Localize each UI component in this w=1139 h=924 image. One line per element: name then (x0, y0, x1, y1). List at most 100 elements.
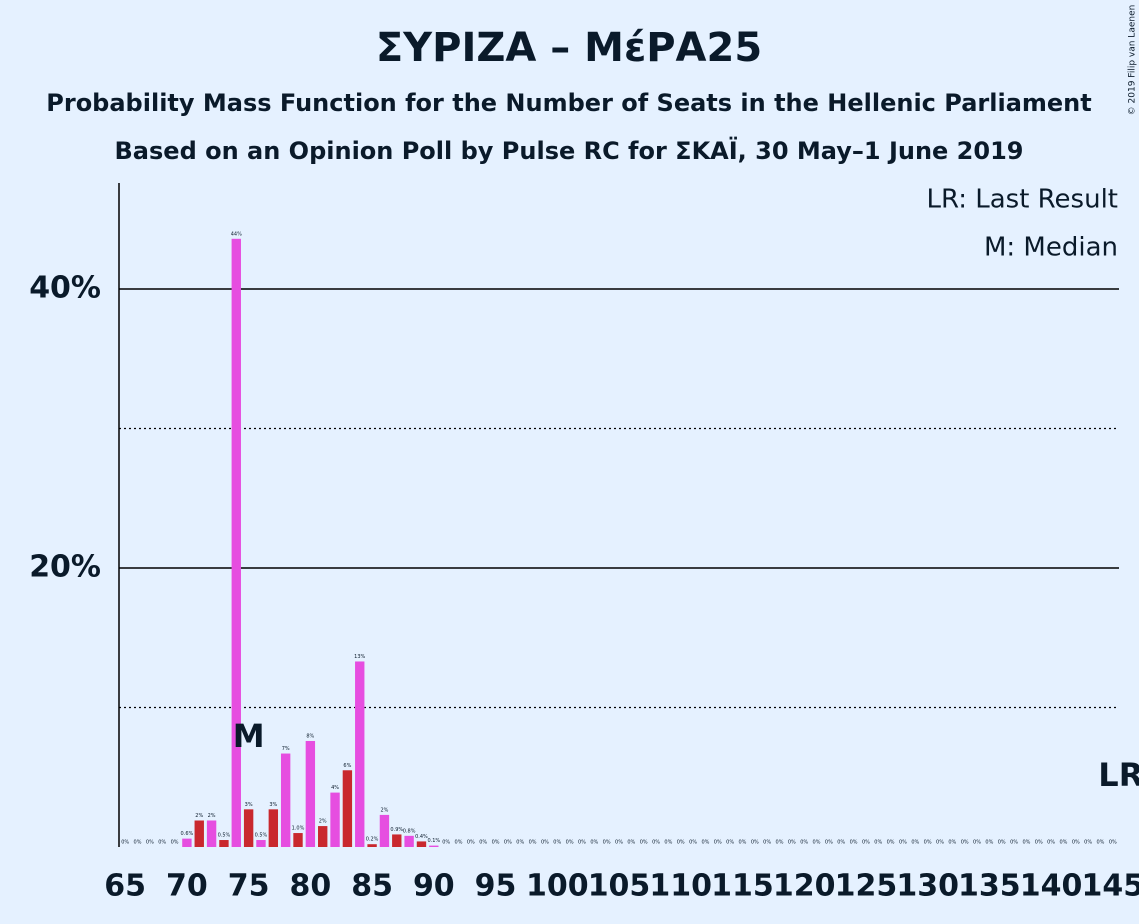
legend-entry: LR: Last Result (926, 185, 1118, 215)
x-tick-label: 95 (475, 869, 517, 904)
value-label: 8% (306, 733, 314, 739)
chart-subtitle: Based on an Opinion Poll by Pulse RC for… (115, 136, 1024, 165)
value-label: 0% (874, 840, 882, 846)
x-tick-label: 90 (413, 869, 455, 904)
value-label: 2% (380, 807, 388, 813)
value-label: 0% (862, 840, 870, 846)
value-label: 4% (331, 785, 339, 791)
value-label: 44% (231, 231, 242, 237)
value-label: 0% (776, 840, 784, 846)
value-label: 13% (354, 654, 365, 660)
value-label: 0% (1097, 840, 1105, 846)
value-label: 0% (677, 840, 685, 846)
value-label: 0% (763, 840, 771, 846)
value-label: 0% (850, 840, 858, 846)
value-label: 0% (689, 840, 697, 846)
value-label: 0% (171, 840, 179, 846)
value-label: 0% (887, 840, 895, 846)
value-label: 0% (1010, 840, 1018, 846)
x-tick-label: 125 (835, 869, 898, 904)
value-label: 0% (701, 840, 709, 846)
bar (392, 834, 402, 847)
value-label: 0.8% (403, 828, 416, 834)
x-tick-label: 85 (351, 869, 393, 904)
value-label: 0% (751, 840, 759, 846)
chart-title: ΣΥΡΙΖΑ – ΜέΡΑ25 (376, 25, 762, 71)
copyright: © 2019 Filip van Laenen (1128, 5, 1138, 116)
value-label: 0% (455, 840, 463, 846)
bar (268, 809, 279, 847)
bar (243, 809, 254, 847)
value-label: 0% (467, 840, 475, 846)
x-tick-label: 115 (711, 869, 774, 904)
value-label: 0% (1059, 840, 1067, 846)
y-tick-label: 20% (29, 550, 101, 585)
value-label: 0% (961, 840, 969, 846)
value-label: 0.5% (255, 833, 268, 839)
value-label: 0% (146, 840, 154, 846)
x-tick-label: 80 (289, 869, 331, 904)
x-tick-label: 120 (773, 869, 836, 904)
bar (379, 814, 390, 847)
value-label: 0% (1084, 840, 1092, 846)
x-tick-label: 65 (104, 869, 146, 904)
legend-entry: M: Median (984, 233, 1118, 263)
bar (318, 826, 328, 847)
value-label: 0.5% (218, 833, 231, 839)
bar (182, 838, 192, 847)
value-label: 0% (1047, 840, 1055, 846)
bar (330, 792, 340, 847)
value-label: 0% (121, 840, 129, 846)
value-label: 0% (924, 840, 932, 846)
x-tick-label: 135 (958, 869, 1021, 904)
bar (280, 753, 291, 847)
value-label: 0% (158, 840, 166, 846)
x-tick-label: 100 (526, 869, 589, 904)
y-tick-label: 40% (29, 271, 101, 306)
value-label: 0% (985, 840, 993, 846)
bar (293, 833, 303, 847)
value-label: 0% (948, 840, 956, 846)
value-label: 0% (936, 840, 944, 846)
value-label: 0% (664, 840, 672, 846)
value-label: 0% (578, 840, 586, 846)
bar (194, 820, 204, 847)
value-label: 0.9% (390, 827, 403, 833)
bar (256, 840, 266, 847)
value-label: 0% (442, 840, 450, 846)
value-label: 2% (195, 813, 203, 819)
value-label: 0% (1035, 840, 1043, 846)
value-label: 0% (492, 840, 500, 846)
x-tick-label: 105 (588, 869, 651, 904)
value-label: 0% (504, 840, 512, 846)
value-label: 0% (652, 840, 660, 846)
x-tick-label: 130 (896, 869, 959, 904)
value-label: 2% (319, 819, 327, 825)
bar (305, 740, 316, 847)
bar (219, 840, 229, 847)
bar (404, 835, 414, 847)
value-label: 3% (269, 802, 277, 808)
value-label: 0% (825, 840, 833, 846)
chart-subtitle: Probability Mass Function for the Number… (46, 89, 1091, 117)
bar (355, 661, 365, 847)
value-label: 0% (590, 840, 598, 846)
bar (231, 238, 241, 847)
value-label: 0% (479, 840, 487, 846)
bar (416, 841, 427, 847)
value-label: 7% (282, 746, 290, 752)
median-marker: M (233, 717, 265, 755)
value-label: 0% (726, 840, 734, 846)
value-label: 0.2% (366, 837, 379, 843)
value-label: 0% (1022, 840, 1030, 846)
value-label: 0% (738, 840, 746, 846)
value-label: 0% (627, 840, 635, 846)
last-result-marker: LR (1098, 756, 1139, 794)
value-label: 0% (640, 840, 648, 846)
value-label: 2% (208, 813, 216, 819)
value-label: 0% (1072, 840, 1080, 846)
x-tick-label: 110 (649, 869, 712, 904)
value-label: 0% (615, 840, 623, 846)
value-label: 0% (899, 840, 907, 846)
